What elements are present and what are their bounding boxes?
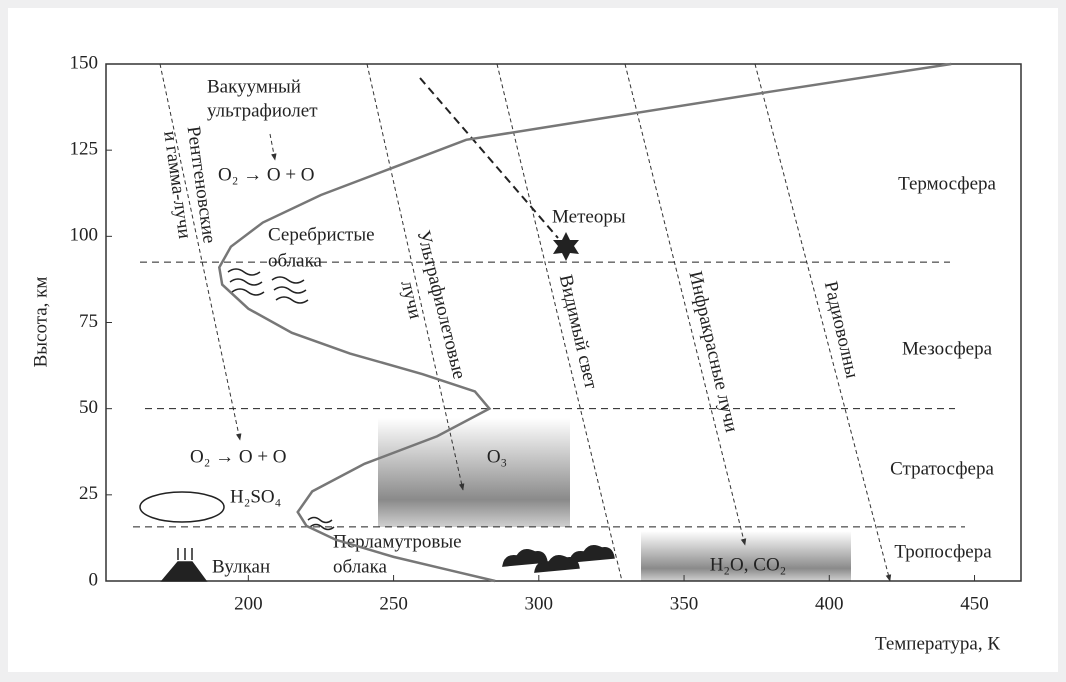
annotation: Серебристые [268, 224, 375, 245]
annotation: ультрафиолет [207, 100, 318, 121]
layer-name: Стратосфера [890, 458, 994, 479]
layer-name: Термосфера [898, 173, 996, 194]
annotation: Перламутровые [333, 531, 462, 552]
temperature-curve [217, 62, 952, 583]
y-tick-label: 125 [70, 139, 99, 160]
y-tick-label: 0 [89, 569, 99, 590]
annotation: Вулкан [212, 556, 270, 577]
annotation: облака [268, 250, 323, 271]
icons [139, 268, 615, 582]
y-tick-label: 25 [79, 483, 98, 504]
ozone-box [378, 418, 570, 527]
y-axis-label: Высота, км [30, 277, 51, 368]
annotation: O₂ → O + O [190, 446, 287, 467]
annotation: H₂O, CO₂ [710, 554, 787, 575]
rays [159, 63, 892, 582]
annotation: Метеоры [552, 206, 626, 227]
y-tick-label: 100 [70, 225, 99, 246]
x-axis-label: Температура, К [875, 633, 1000, 654]
annotation: Вакуумный [207, 76, 301, 97]
annotation: O₃ [487, 446, 507, 467]
x-tick-label: 450 [960, 593, 989, 614]
x-tick-label: 400 [815, 593, 844, 614]
x-tick-label: 350 [670, 593, 699, 614]
annotation: облака [333, 556, 388, 577]
x-tick-label: 250 [379, 593, 408, 614]
annotation: O₂ → O + O [218, 164, 315, 185]
layer-name: Мезосфера [902, 338, 993, 359]
y-tick-label: 50 [79, 397, 98, 418]
y-tick-label: 150 [70, 52, 99, 73]
layer-name: Тропосфера [894, 541, 992, 562]
annotation: H₂SO₄ [230, 486, 281, 507]
x-tick-label: 300 [525, 593, 554, 614]
y-tick-label: 75 [79, 311, 98, 332]
x-tick-label: 200 [234, 593, 263, 614]
panel [8, 8, 1058, 672]
